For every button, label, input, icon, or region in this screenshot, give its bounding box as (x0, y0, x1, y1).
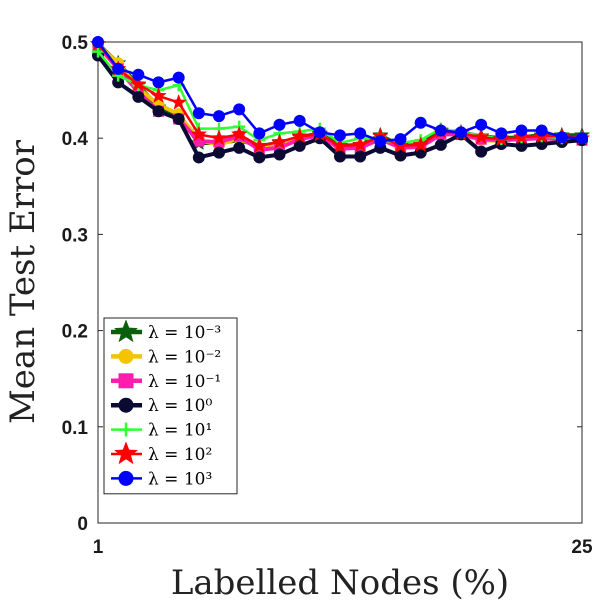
y-tick-label: 0 (77, 514, 88, 535)
legend-label: λ = 10⁻¹ (148, 372, 221, 392)
legend-item: λ = 10³ (111, 469, 212, 489)
y-tick-label: 0.2 (62, 322, 88, 343)
data-point (233, 103, 246, 116)
data-point (394, 149, 407, 162)
x-tick-label: 1 (93, 537, 104, 558)
data-point (213, 146, 225, 159)
series-layer (89, 35, 591, 164)
data-point (132, 68, 145, 81)
data-point (331, 137, 349, 153)
data-point (172, 112, 185, 125)
data-point (172, 71, 185, 84)
data-point (273, 148, 286, 161)
data-point (170, 93, 187, 110)
legend-swatch-marker (118, 470, 134, 486)
data-point (112, 62, 125, 75)
y-axis-title: Mean Test Error (3, 139, 43, 424)
legend-item: λ = 10⁰ (111, 396, 212, 416)
x-tick-label: 25 (571, 537, 593, 558)
legend: λ = 10⁻³ λ = 10⁻² λ = 10⁻¹ λ = 10⁰ λ = 10¹ λ … (103, 317, 238, 495)
x-axis-ticks: 1 25 (93, 518, 593, 558)
legend-swatch-marker (118, 373, 134, 389)
data-point (192, 107, 205, 120)
legend-swatch-marker (119, 422, 133, 437)
data-point (414, 116, 427, 129)
data-point (271, 133, 288, 150)
data-point (210, 129, 228, 146)
data-point (273, 118, 286, 131)
y-tick-label: 0.3 (62, 225, 88, 246)
data-point (515, 124, 528, 137)
data-point (555, 131, 568, 144)
data-point (374, 135, 387, 148)
data-point (412, 136, 429, 152)
data-point (351, 136, 369, 152)
data-point (334, 129, 346, 142)
legend-item: λ = 10⁻³ (111, 319, 221, 343)
legend-item: λ = 10⁻¹ (111, 372, 221, 392)
legend-label: λ = 10⁻³ (148, 323, 221, 343)
data-point (475, 145, 488, 158)
data-point (455, 126, 467, 139)
data-point (495, 127, 508, 140)
data-point (354, 127, 367, 140)
data-point (535, 124, 548, 137)
data-point (130, 75, 147, 92)
data-point (293, 114, 306, 127)
data-point (334, 150, 346, 163)
data-point (152, 76, 165, 89)
series-6 (92, 36, 588, 148)
data-point (213, 110, 225, 123)
data-point (434, 138, 447, 151)
legend-swatch-marker (118, 397, 134, 413)
data-point (434, 124, 447, 137)
legend-item: λ = 10¹ (111, 421, 212, 441)
y-tick-label: 0.1 (62, 418, 89, 439)
legend-label: λ = 10⁰ (148, 396, 212, 416)
data-point (152, 105, 165, 118)
data-point (291, 127, 308, 144)
data-point (233, 141, 246, 154)
data-point (251, 137, 268, 153)
data-point (192, 151, 205, 164)
legend-swatch-marker (113, 319, 139, 343)
legend-swatch-marker (113, 441, 139, 465)
legend-label: λ = 10⁻² (148, 347, 221, 367)
data-point (253, 151, 266, 164)
legend-swatch-marker (118, 348, 134, 364)
data-point (132, 90, 145, 103)
data-point (576, 132, 588, 145)
data-point (475, 118, 488, 131)
x-axis-title: Labelled Nodes (%) (171, 563, 509, 603)
y-tick-label: 0.4 (62, 129, 89, 150)
y-tick-label: 0.5 (62, 33, 89, 54)
legend-label: λ = 10² (148, 445, 212, 465)
data-point (150, 87, 167, 103)
data-point (92, 36, 104, 48)
data-point (354, 150, 367, 163)
legend-item: λ = 10⁻² (111, 347, 221, 367)
data-point (472, 128, 490, 145)
y-axis-ticks: 0 0.1 0.2 0.3 0.4 0.5 (62, 33, 582, 535)
legend-item: λ = 10² (111, 441, 212, 465)
data-point (313, 126, 326, 139)
data-point (253, 127, 266, 140)
data-point (293, 139, 306, 152)
data-point (230, 125, 248, 142)
data-point (394, 133, 407, 146)
legend-label: λ = 10³ (148, 469, 212, 489)
data-point (190, 125, 208, 142)
legend-label: λ = 10¹ (148, 421, 212, 441)
